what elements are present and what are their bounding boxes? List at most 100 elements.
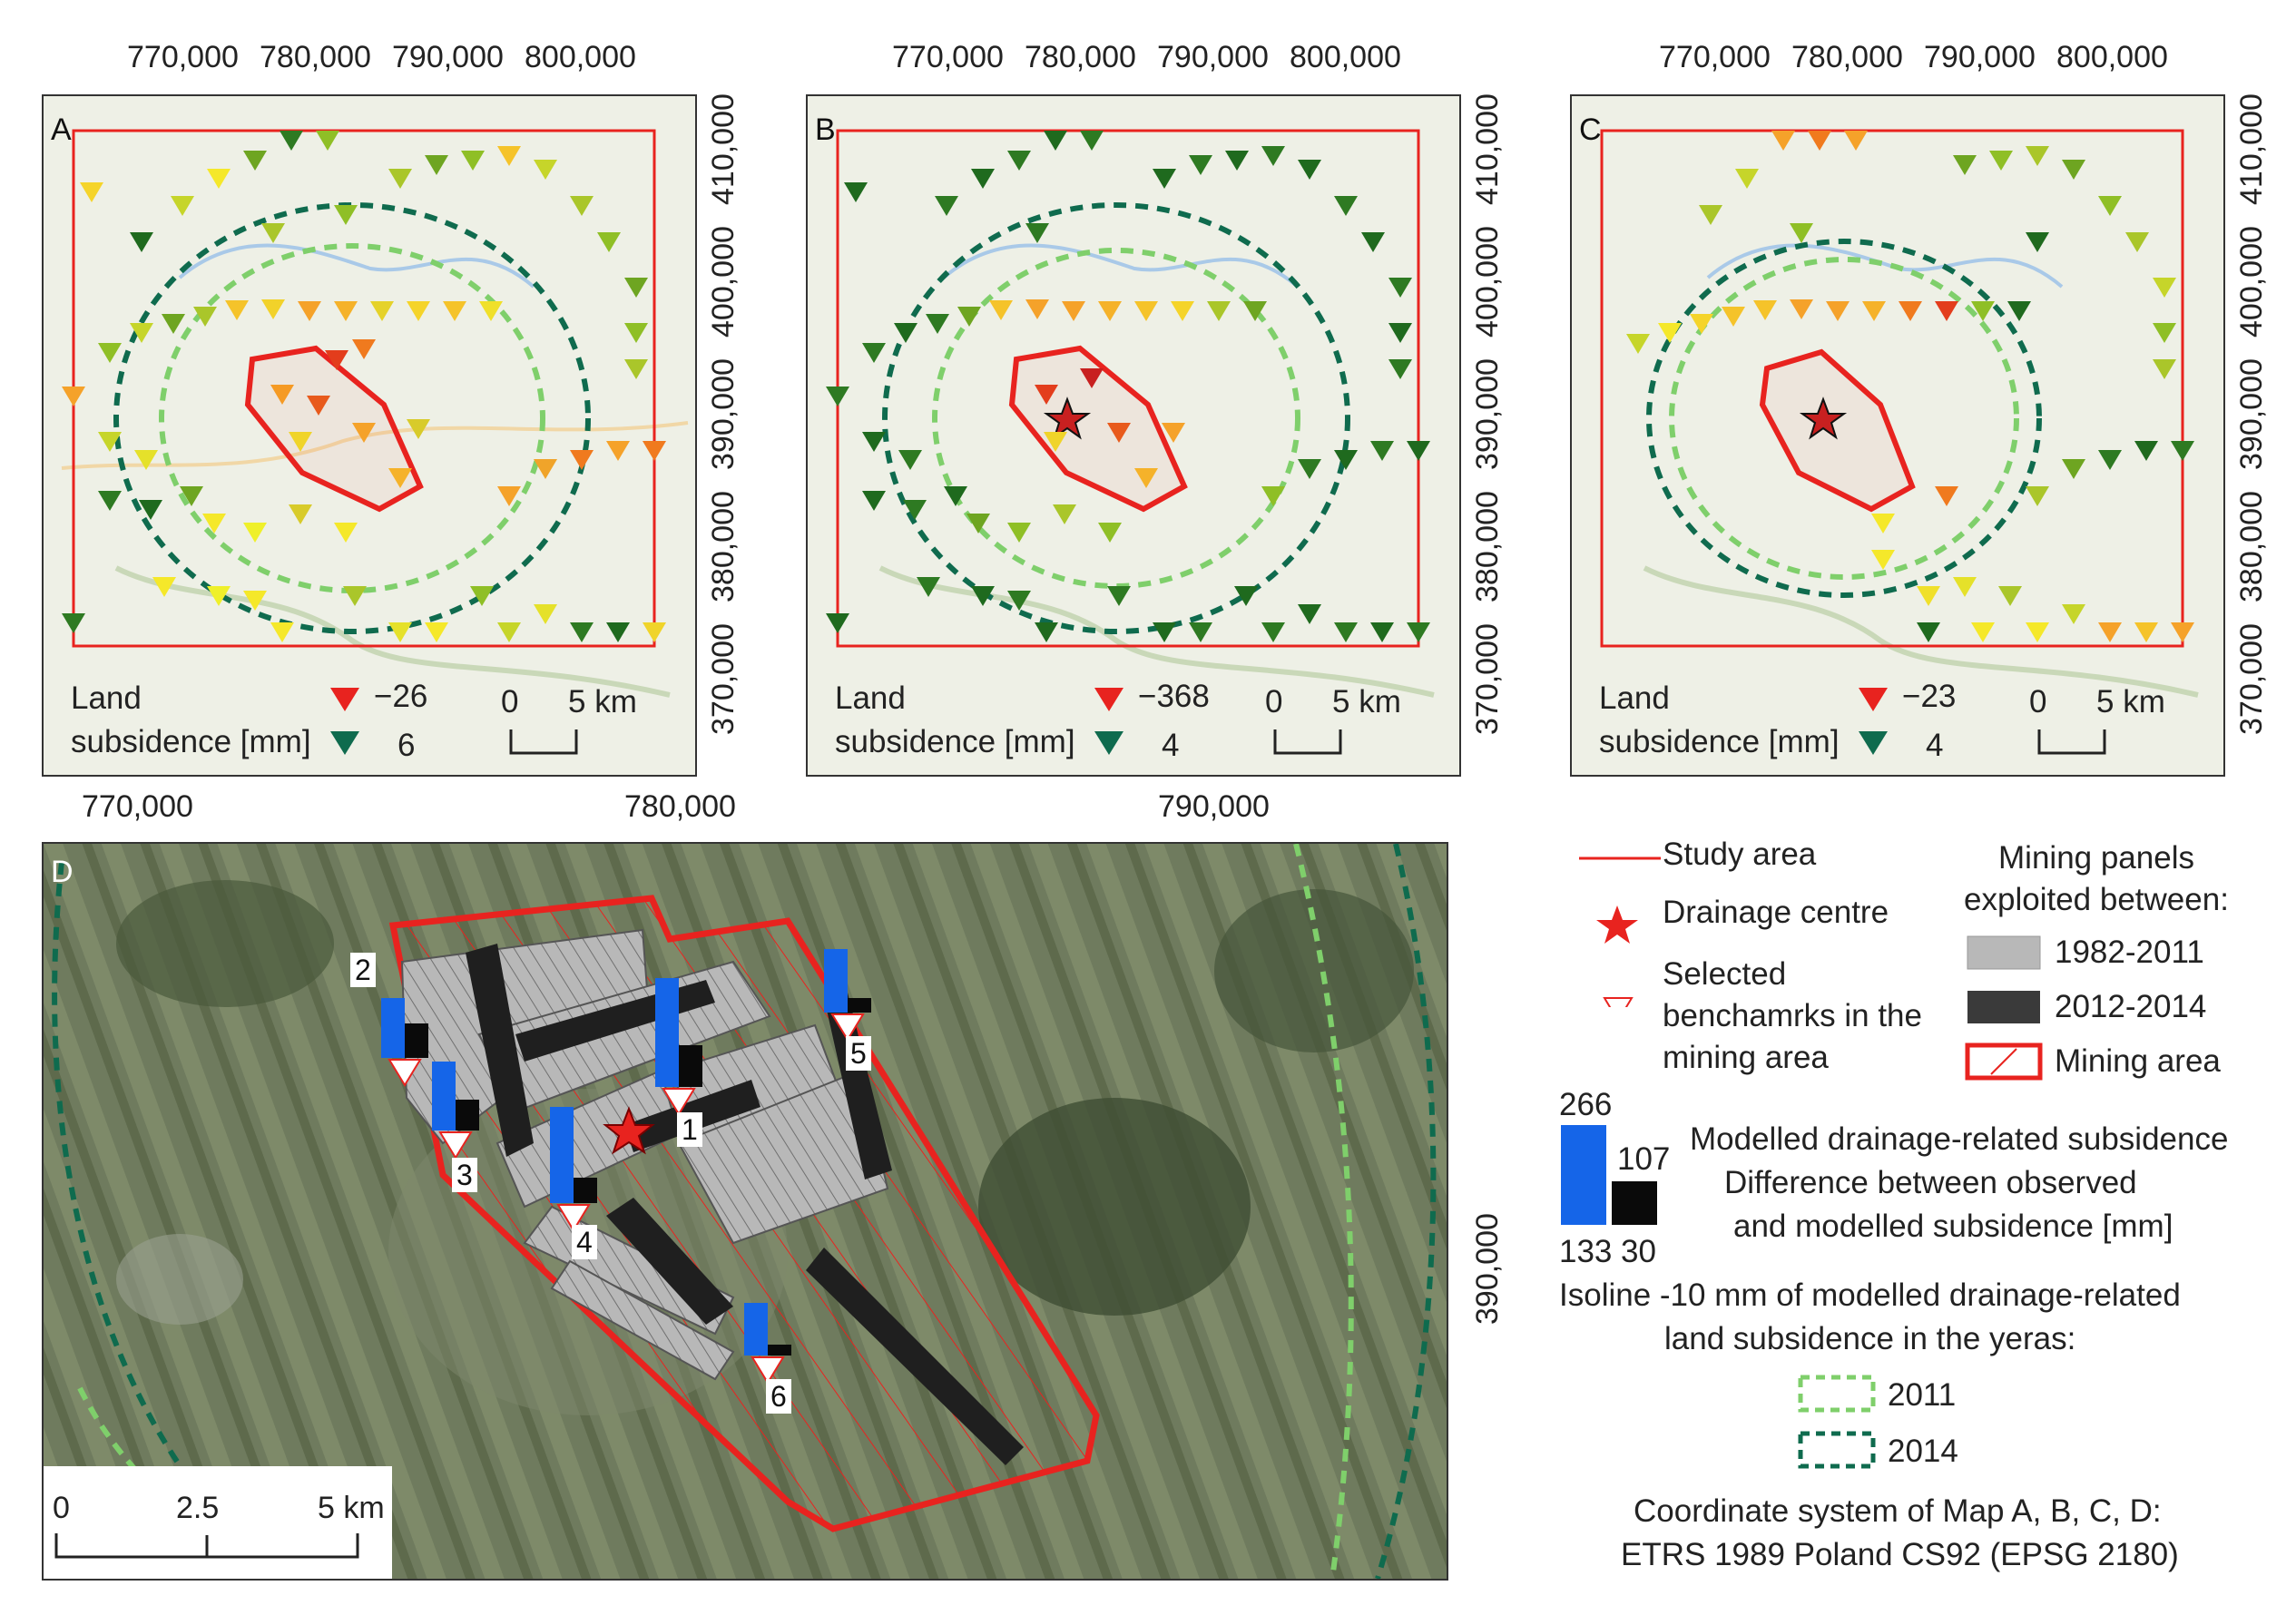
legend-period-2: 2012-2014: [2055, 989, 2207, 1024]
scale-five: 5 km: [2096, 684, 2165, 719]
scale-bar-box: [44, 1466, 392, 1579]
x-tick: 770,000: [127, 40, 239, 74]
map-a-canvas: [44, 96, 695, 775]
x-tick: 780,000: [260, 40, 371, 74]
scale-bar: [509, 729, 578, 755]
legend-bar-blue-max: 266: [1559, 1087, 1613, 1122]
legend-isoline-2: land subsidence in the yeras:: [1664, 1321, 2076, 1356]
scale-five: 5 km: [568, 684, 637, 719]
drainage-centre-star: [1799, 396, 1848, 440]
y-tick: 410,000: [1470, 93, 1505, 205]
x-tick: 780,000: [1025, 40, 1136, 74]
panel-label: B: [815, 113, 836, 147]
y-tick: 390,000: [1470, 358, 1505, 470]
benchmark-markers: [1626, 131, 2194, 642]
legend-min-value: −23: [1902, 679, 1957, 714]
benchmark-label-1: 1: [677, 1112, 702, 1147]
modelled-bar-swatch: [1561, 1125, 1606, 1225]
isoline-2011: [1669, 257, 2019, 580]
benchmark-5: [824, 949, 871, 1042]
legend-selected-1: Selected: [1663, 956, 1787, 992]
benchmark-label-5: 5: [846, 1036, 871, 1071]
legend-title-line2: subsidence [mm]: [71, 724, 311, 759]
legend-max-value: 4: [1926, 728, 1944, 763]
legend-title-line1: Land: [835, 680, 906, 716]
isoline-2014: [113, 202, 591, 634]
legend-modelled-1: Modelled drainage-related subsidence: [1690, 1121, 2229, 1157]
scale-bar: [54, 1533, 359, 1559]
isoline-2011: [932, 248, 1300, 589]
isoline-2011: [1293, 844, 1354, 1579]
legend-crs-1: Coordinate system of Map A, B, C, D:: [1634, 1493, 2162, 1529]
difference-bar-swatch: [1612, 1181, 1657, 1225]
y-tick: 370,000: [2234, 623, 2269, 735]
drainage-centre-icon: [1596, 905, 1638, 944]
map-d-canvas: [44, 844, 1447, 1579]
legend-max-value: 6: [397, 728, 416, 763]
panel-label: A: [51, 113, 72, 147]
mining-area-outline: [1759, 348, 1916, 513]
map-panel-c: C Land subsidence [mm] −23 4 0 5 km: [1570, 94, 2225, 777]
study-area-outline: [1600, 129, 2184, 648]
benchmark-label-3: 3: [452, 1158, 477, 1192]
legend-modelled-2: Difference between observed: [1724, 1165, 2137, 1200]
x-tick: 800,000: [525, 40, 636, 74]
benchmark-6: [744, 1303, 791, 1385]
x-tick: 790,000: [1158, 789, 1270, 824]
legend-bar-black-max: 107: [1617, 1141, 1671, 1177]
legend-triangles: [330, 688, 359, 755]
legend-min-value: −368: [1138, 679, 1210, 714]
scale-tick-0: 0: [53, 1491, 70, 1525]
benchmark-label-4: 4: [572, 1225, 597, 1259]
x-tick: 800,000: [1290, 40, 1401, 74]
scale-bar: [2037, 729, 2106, 755]
x-tick: 790,000: [1157, 40, 1269, 74]
x-tick: 770,000: [1659, 40, 1771, 74]
x-tick: 770,000: [82, 789, 193, 824]
y-tick: 400,000: [2234, 226, 2269, 338]
y-tick: 400,000: [1470, 226, 1505, 338]
legend-title-line2: subsidence [mm]: [1599, 724, 1840, 759]
legend-bar-blue-min: 133: [1559, 1234, 1613, 1269]
map-panel-a: A Land subsidence [mm] −26 6 0 5 km: [42, 94, 697, 777]
legend-year-2011: 2011: [1888, 1377, 1957, 1413]
legend-period-1: 1982-2011: [2055, 935, 2204, 970]
legend-bar-black-min: 30: [1621, 1234, 1656, 1269]
x-tick: 800,000: [2056, 40, 2168, 74]
y-tick: 380,000: [1470, 491, 1505, 602]
isoline-2014: [882, 202, 1350, 634]
y-tick: 400,000: [706, 226, 741, 338]
scale-five: 5 km: [1332, 684, 1401, 719]
benchmark-markers: [62, 131, 666, 642]
scale-bar: [1273, 729, 1342, 755]
legend-min-value: −26: [374, 679, 428, 714]
legend-study-area: Study area: [1663, 837, 1817, 872]
scale-zero: 0: [501, 684, 519, 719]
drainage-centre-star: [1043, 396, 1092, 440]
x-tick: 790,000: [392, 40, 504, 74]
x-tick: 770,000: [892, 40, 1004, 74]
legend-title-line1: Land: [1599, 680, 1670, 716]
legend-drainage-centre: Drainage centre: [1663, 895, 1889, 930]
y-tick: 410,000: [706, 93, 741, 205]
legend-mining-area: Mining area: [2055, 1043, 2221, 1079]
isoline-2014: [1375, 844, 1437, 1579]
legend-selected-3: mining area: [1663, 1040, 1829, 1075]
legend-symbols-1: [1579, 856, 1661, 1007]
isoline-2014: [52, 861, 281, 1579]
isoline-2014: [1646, 239, 2042, 598]
legend-triangles: [1094, 688, 1123, 755]
y-tick: 390,000: [1470, 1213, 1505, 1325]
x-tick: 790,000: [1924, 40, 2036, 74]
map-c-canvas: [1572, 96, 2223, 775]
scale-zero: 0: [1265, 684, 1283, 719]
benchmark-label-2: 2: [350, 953, 376, 987]
scale-tick-2-5: 2.5: [176, 1491, 220, 1525]
y-tick: 380,000: [706, 491, 741, 602]
x-tick: 780,000: [1791, 40, 1903, 74]
legend-isoline-symbols: [1798, 1375, 1876, 1469]
drainage-centre-star: [603, 1106, 655, 1155]
legend-panels-title-2: exploited between:: [1964, 882, 2229, 917]
legend-modelled-3: and modelled subsidence [mm]: [1733, 1209, 2173, 1244]
benchmark-3: [432, 1062, 479, 1160]
